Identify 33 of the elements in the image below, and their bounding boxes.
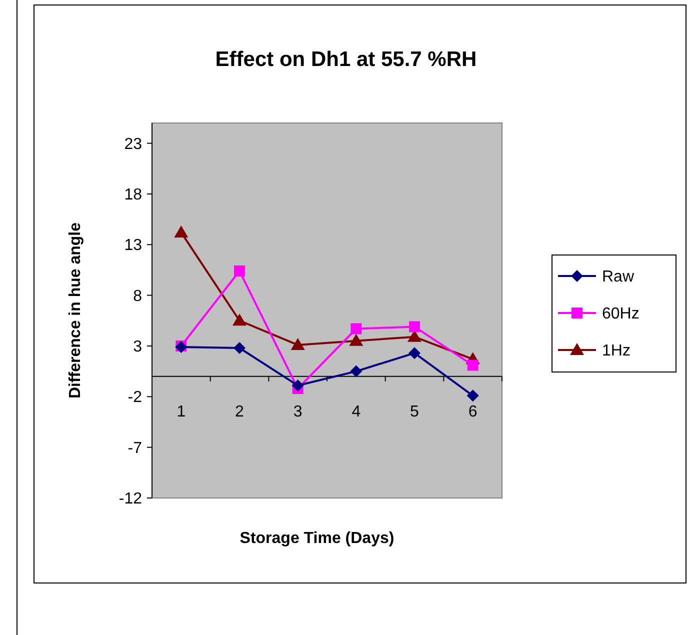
- x-tick-label: 2: [235, 403, 244, 420]
- x-tick-label: 5: [410, 403, 420, 420]
- point: [350, 365, 362, 378]
- point: [234, 265, 245, 276]
- y-tick-label: 18: [124, 186, 142, 204]
- point: [349, 334, 364, 346]
- y-tick-label: -7: [128, 440, 142, 457]
- point: [409, 321, 420, 332]
- y-axis-title: Difference in hue angle: [67, 222, 84, 399]
- point: [292, 380, 304, 392]
- y-tick-label: -12: [118, 490, 142, 508]
- y-tick-label: -2: [128, 389, 142, 406]
- x-tick-label: 1: [176, 403, 186, 420]
- y-tick-label: 3: [133, 338, 142, 356]
- point: [408, 347, 420, 360]
- chart-title: Effect on Dh1 at 55.7 %RH: [215, 48, 477, 71]
- point: [350, 323, 362, 334]
- point: [466, 390, 479, 402]
- legend-label: 60Hz: [602, 306, 640, 323]
- point: [232, 314, 246, 326]
- point: [234, 342, 246, 354]
- legend-label: 1Hz: [602, 342, 630, 360]
- x-tick-label: 4: [352, 403, 361, 420]
- y-tick-label: 8: [133, 288, 142, 305]
- y-tick-label: 23: [124, 136, 142, 153]
- x-tick-label: 3: [293, 403, 302, 420]
- point: [467, 360, 478, 371]
- x-axis-title: Storage Time (Days): [240, 530, 394, 547]
- point: [174, 225, 188, 238]
- x-tick-label: 6: [468, 403, 478, 420]
- legend-label: Raw: [602, 268, 634, 286]
- point: [290, 338, 305, 350]
- y-tick-label: 13: [124, 237, 142, 254]
